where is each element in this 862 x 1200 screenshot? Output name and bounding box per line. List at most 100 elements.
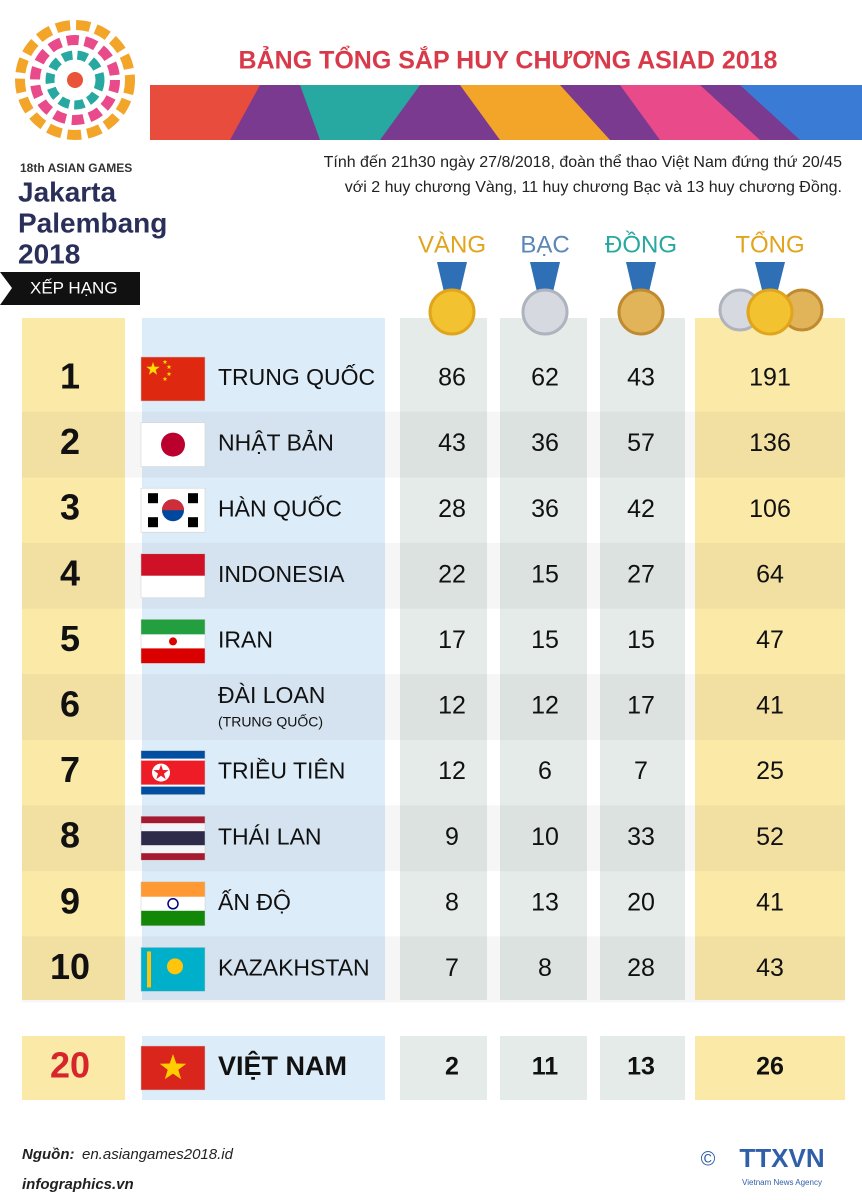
- medal-count: 13: [531, 888, 559, 916]
- country: VIỆT NAM: [218, 1050, 347, 1081]
- rank: 5: [60, 618, 80, 659]
- logo-event: 18th ASIAN GAMES: [20, 161, 132, 175]
- total: 191: [749, 364, 791, 392]
- site: infographics.vn: [22, 1176, 134, 1193]
- flag-part: [166, 371, 172, 376]
- total: 47: [756, 626, 784, 654]
- total: 26: [756, 1053, 784, 1081]
- flag-part: [141, 619, 205, 635]
- medal-count: 15: [531, 626, 559, 654]
- intro-line: với 2 huy chương Vàng, 11 huy chương Bạc…: [345, 179, 842, 196]
- logo-city: Jakarta: [18, 176, 117, 207]
- logo-city: Palembang: [18, 207, 167, 238]
- flag-part: [141, 575, 205, 598]
- column-header: VÀNG: [418, 231, 486, 258]
- country: NHẬT BẢN: [218, 428, 334, 456]
- flag-border: [140, 487, 206, 533]
- source: en.asiangames2018.id: [82, 1146, 234, 1163]
- medal-count: 15: [627, 626, 655, 654]
- medal-count: 36: [531, 429, 559, 457]
- flag-part: [161, 432, 185, 457]
- total: 25: [756, 757, 784, 785]
- rank: 10: [50, 946, 90, 987]
- total: 106: [749, 495, 791, 523]
- medal-icons: [428, 262, 824, 336]
- medal-count: 13: [627, 1053, 655, 1081]
- flag-part: [141, 357, 205, 401]
- country: INDONESIA: [218, 561, 345, 587]
- rank: 7: [60, 749, 80, 790]
- medal-count: 12: [438, 692, 466, 720]
- medal-count: 22: [438, 560, 466, 588]
- flag-part: [141, 760, 205, 785]
- medal-count: 2: [445, 1053, 459, 1081]
- flag-part: [167, 898, 179, 910]
- flag: [140, 553, 206, 599]
- flag-border: [140, 750, 206, 795]
- rank: 3: [60, 487, 80, 528]
- flag: [140, 1045, 206, 1091]
- flag-border: [140, 881, 206, 927]
- flag-border: [140, 947, 206, 992]
- total: 41: [756, 888, 784, 916]
- medal-count: 17: [627, 692, 655, 720]
- flag-part: [169, 637, 177, 646]
- flag-part: [153, 764, 169, 780]
- rank: 2: [60, 421, 80, 462]
- medal-count: 6: [538, 757, 552, 785]
- flag-border: [140, 553, 206, 599]
- column-header: BẠC: [520, 231, 569, 258]
- medal-count: 28: [438, 495, 466, 523]
- rank: 6: [60, 684, 80, 725]
- row-shade: [22, 674, 845, 740]
- medal-count: 9: [445, 823, 459, 851]
- flag-part: [167, 958, 183, 975]
- medal-count: 8: [445, 888, 459, 916]
- medal-count: 27: [627, 560, 655, 588]
- country: KAZAKHSTAN: [218, 954, 370, 980]
- flag: [140, 815, 206, 861]
- agency-full: Vietnam News Agency: [742, 1178, 822, 1187]
- flag: [140, 947, 206, 992]
- medal-count: 7: [634, 757, 648, 785]
- total: 64: [756, 560, 784, 588]
- flag-border: [140, 815, 206, 861]
- column-header: ĐỒNG: [605, 230, 677, 258]
- flag-part: [141, 896, 205, 911]
- flag-part: [147, 951, 151, 988]
- country-note: (TRUNG QUỐC): [218, 713, 323, 730]
- total: 41: [756, 692, 784, 720]
- source-label: Nguồn:: [22, 1146, 74, 1163]
- rank: 1: [60, 356, 80, 397]
- country: IRAN: [218, 626, 273, 652]
- title: BẢNG TỔNG SẮP HUY CHƯƠNG ASIAD 2018: [239, 45, 778, 75]
- logo-mark: [15, 20, 135, 140]
- flag-part: [166, 364, 172, 369]
- flag: [140, 356, 206, 402]
- total: 52: [756, 823, 784, 851]
- medal-count: 11: [532, 1053, 559, 1081]
- total: 43: [756, 954, 784, 982]
- medal-count: 43: [438, 429, 466, 457]
- copyright: ©: [701, 1148, 716, 1170]
- agency: TTXVN: [739, 1143, 824, 1173]
- medal-count: 28: [627, 954, 655, 982]
- logo-year: 2018: [18, 238, 80, 269]
- medal-count: 86: [438, 364, 466, 392]
- flag-part: [162, 376, 168, 381]
- column-backgrounds: [22, 318, 845, 1100]
- ranking-label: XẾP HẠNG: [30, 278, 118, 297]
- flag-part: [159, 1054, 187, 1080]
- medal-count: 43: [627, 364, 655, 392]
- medal-count: 8: [538, 954, 552, 982]
- medal-count: 36: [531, 495, 559, 523]
- flag-part: [162, 359, 168, 364]
- column-header: TỔNG: [735, 230, 804, 258]
- medal-count: 42: [627, 495, 655, 523]
- flag-part: [188, 493, 198, 504]
- medal-count: 12: [438, 757, 466, 785]
- flag-part: [141, 648, 205, 664]
- label-badge: [0, 272, 140, 305]
- country: TRUNG QUỐC: [218, 363, 375, 390]
